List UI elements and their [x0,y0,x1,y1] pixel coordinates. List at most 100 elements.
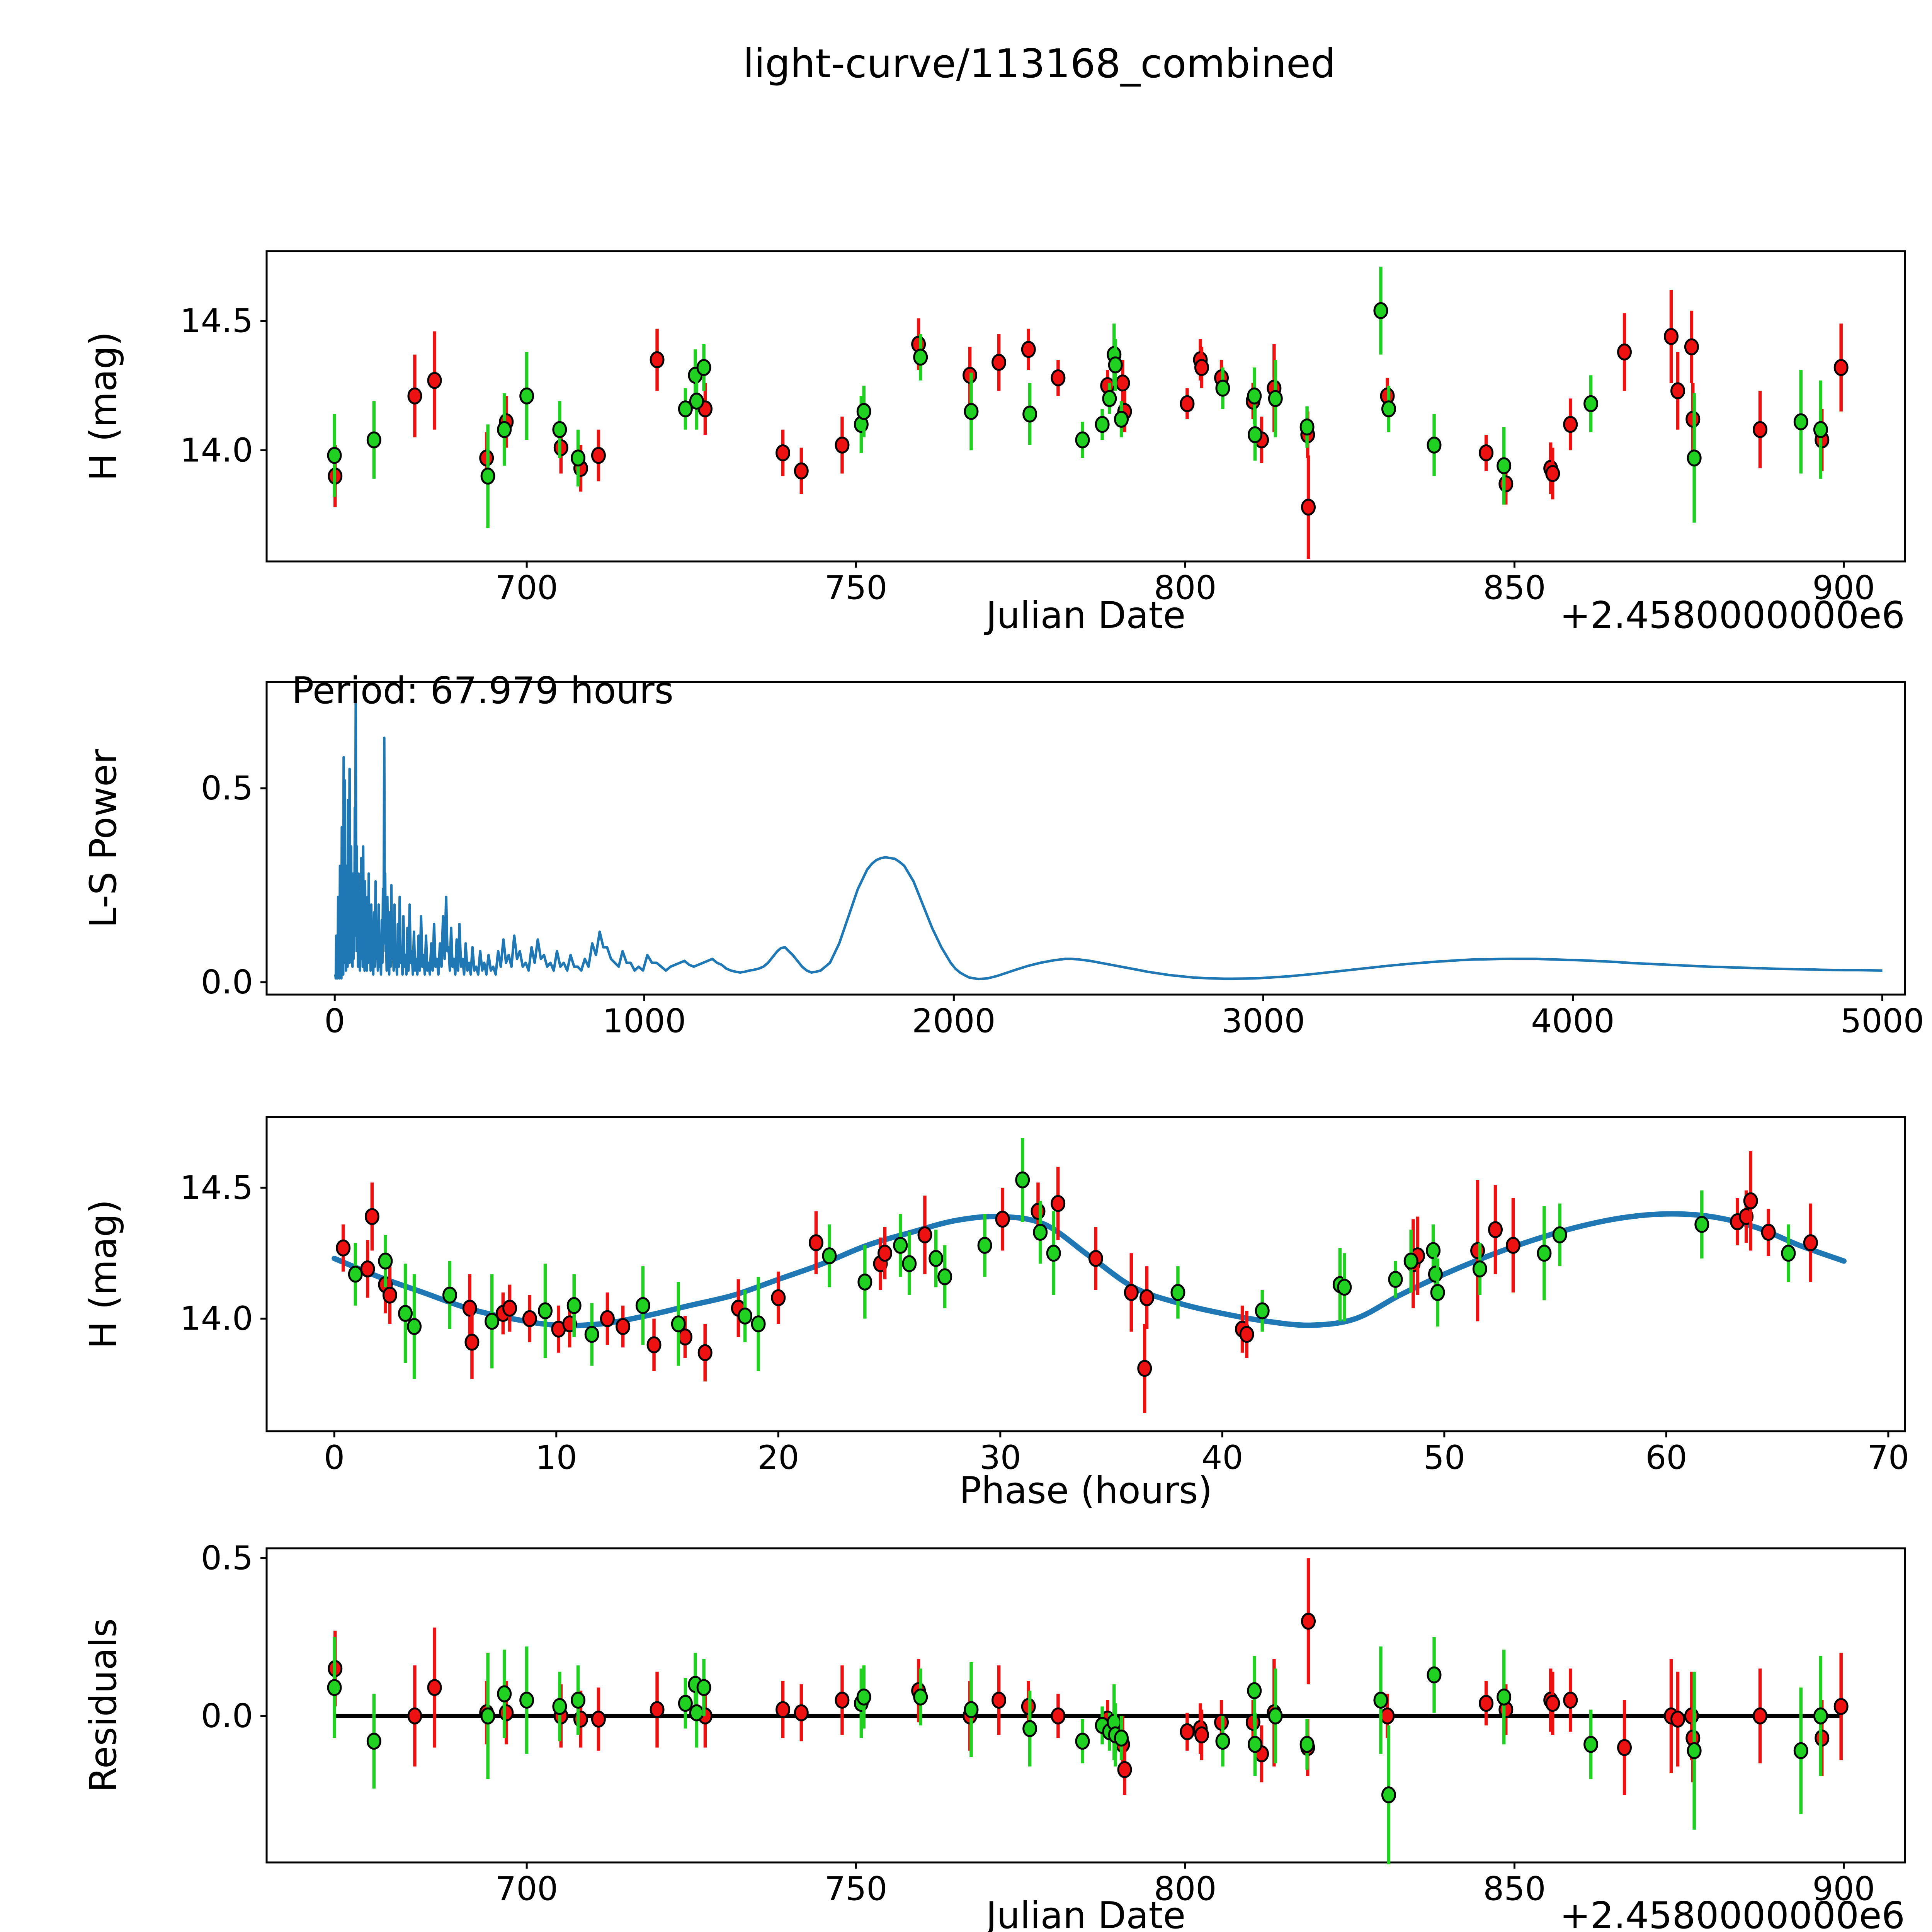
data-point-marker [1470,1242,1485,1259]
data-point-marker [1194,1726,1209,1743]
data-point-marker [497,1685,512,1702]
data-point-marker [1381,1786,1396,1804]
data-point-marker [1373,1692,1388,1709]
y-tick-label: 14.5 [180,302,253,340]
x-tick-label: 2000 [912,1002,995,1041]
x-tick-label: 900 [1812,1870,1875,1908]
data-point-marker [364,1208,379,1225]
data-point-marker [566,1297,582,1314]
data-point-marker [591,1711,606,1728]
data-point-marker [480,1707,495,1725]
panel-phased-frame [265,1116,1906,1432]
data-point-marker [366,1733,381,1750]
data-point-marker [1479,444,1494,461]
data-point-marker [1299,418,1315,436]
x-tick-label: 10 [536,1439,577,1477]
data-point-marker [913,349,928,366]
x-tick-label: 850 [1483,1870,1546,1908]
data-point-marker [1247,1682,1262,1699]
data-point-marker [1075,431,1090,449]
x-tick-label: 700 [495,1870,558,1908]
data-point-marker [697,1344,713,1361]
data-point-marker [1380,1707,1395,1725]
x-tick-label: 900 [1812,569,1875,607]
data-point-marker [1430,1284,1445,1301]
data-point-marker [776,444,791,461]
data-point-marker [1381,400,1396,418]
data-point-marker [1247,1736,1262,1753]
data-point-marker [584,1326,599,1343]
data-point-marker [1505,1236,1520,1254]
x-tick-label: 70 [1867,1439,1909,1477]
data-point-marker [1102,390,1117,407]
data-point-marker [378,1252,393,1270]
data-point-marker [1247,387,1262,405]
data-point-marker [776,1701,791,1718]
data-point-marker [1537,1245,1552,1262]
data-point-marker [1753,421,1768,438]
data-point-marker [794,1704,809,1721]
data-point-marker [678,1695,693,1712]
data-point-marker [616,1318,631,1335]
data-point-marker [464,1333,480,1351]
data-point-marker [1137,1360,1152,1377]
x-tick-label: 750 [825,569,887,607]
data-point-marker [1015,1171,1030,1189]
data-point-marker [1268,390,1283,407]
data-point-marker [808,1234,823,1252]
data-point-marker [462,1299,477,1317]
data-point-marker [1426,1242,1441,1259]
x-tick-label: 30 [980,1439,1021,1477]
data-point-marker [1301,1612,1316,1630]
data-point-marker [1428,1265,1443,1283]
data-point-marker [857,1273,872,1291]
data-point-marker [552,1698,567,1715]
data-point-marker [1803,1234,1818,1252]
data-point-marker [398,1305,413,1322]
x-tick-label: 4000 [1531,1002,1614,1041]
data-point-marker [519,387,534,405]
data-point-marker [552,421,567,438]
data-point-marker [878,1245,893,1262]
data-point-marker [977,1236,992,1254]
data-point-marker [1051,1195,1066,1212]
data-point-marker [1051,369,1066,386]
residuals-x-offset-label: +2.4580000000e6 [1560,1895,1905,1932]
data-point-marker [1170,1284,1185,1301]
data-point-marker [1583,1736,1599,1753]
data-point-marker [1497,457,1512,474]
data-point-marker [1115,374,1130,392]
data-point-marker [327,1679,342,1696]
data-point-marker [366,431,381,449]
data-point-marker [1479,1695,1494,1712]
data-point-marker [937,1268,952,1286]
data-point-marker [1684,338,1699,355]
panel-periodogram-frame [265,681,1906,996]
panel-residuals-frame [265,1547,1906,1864]
data-point-marker [336,1239,351,1257]
data-point-marker [571,449,586,467]
data-point-marker [519,1692,534,1709]
data-point-marker [1095,416,1110,433]
data-point-marker [835,1692,850,1709]
data-point-marker [1301,498,1316,516]
data-point-marker [502,1299,517,1317]
data-point-marker [678,400,693,418]
data-point-marker [485,1313,500,1330]
data-point-marker [499,1704,514,1721]
figure-title: light-curve/113168_combined [743,41,1336,87]
data-point-marker [1563,416,1578,433]
data-point-marker [1388,1271,1403,1288]
data-point-marker [427,1679,442,1696]
data-point-marker [1781,1245,1796,1262]
data-point-marker [1033,1224,1048,1241]
data-point-marker [1687,449,1702,467]
data-point-marker [1687,1742,1702,1759]
data-point-marker [696,1679,711,1696]
data-point-marker [650,1701,665,1718]
x-tick-label: 850 [1483,569,1546,607]
data-point-marker [1299,1736,1315,1753]
y-tick-label: 0.0 [201,963,253,1002]
data-point-marker [1813,421,1828,438]
data-point-marker [1117,1761,1132,1778]
